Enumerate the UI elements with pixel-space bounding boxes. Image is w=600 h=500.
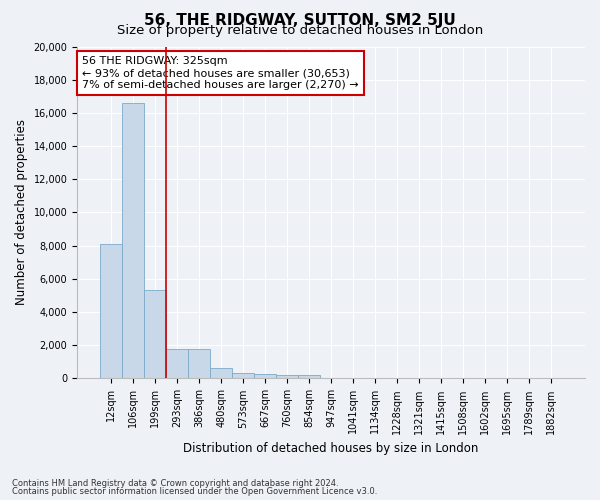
Bar — [298, 375, 320, 378]
Bar — [144, 290, 166, 378]
Text: 56 THE RIDGWAY: 325sqm
← 93% of detached houses are smaller (30,653)
7% of semi-: 56 THE RIDGWAY: 325sqm ← 93% of detached… — [82, 56, 359, 90]
Bar — [166, 350, 188, 378]
Bar — [276, 375, 298, 378]
Text: 56, THE RIDGWAY, SUTTON, SM2 5JU: 56, THE RIDGWAY, SUTTON, SM2 5JU — [144, 12, 456, 28]
Text: Contains public sector information licensed under the Open Government Licence v3: Contains public sector information licen… — [12, 487, 377, 496]
Y-axis label: Number of detached properties: Number of detached properties — [15, 120, 28, 306]
Bar — [188, 350, 210, 378]
X-axis label: Distribution of detached houses by size in London: Distribution of detached houses by size … — [184, 442, 479, 455]
Bar — [232, 372, 254, 378]
Bar — [254, 374, 276, 378]
Bar — [100, 244, 122, 378]
Bar — [122, 103, 144, 378]
Text: Size of property relative to detached houses in London: Size of property relative to detached ho… — [117, 24, 483, 37]
Bar — [210, 368, 232, 378]
Text: Contains HM Land Registry data © Crown copyright and database right 2024.: Contains HM Land Registry data © Crown c… — [12, 478, 338, 488]
